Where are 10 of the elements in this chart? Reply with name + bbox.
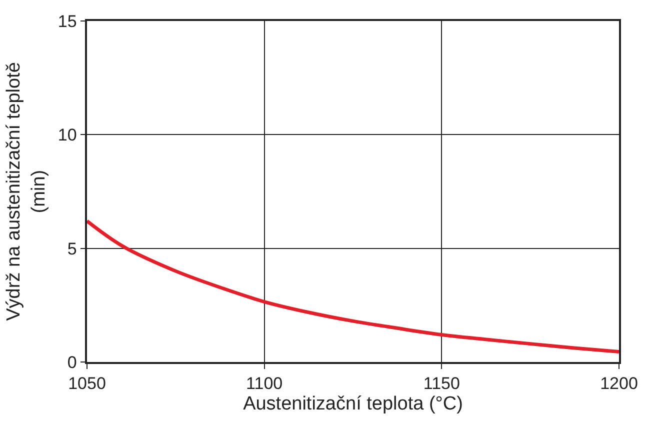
y-tick-label: 10 — [58, 126, 77, 145]
y-tick-label: 5 — [67, 239, 77, 258]
y-axis-title: Výdrž na austenitizační teplotě (min) — [4, 62, 50, 321]
y-tick-label: 15 — [58, 12, 77, 31]
y-tick-label: 0 — [67, 352, 77, 372]
x-tick-label: 1200 — [600, 374, 638, 394]
x-tick-label: 1050 — [68, 374, 106, 394]
x-axis-title: Austenitizační teplota (°C) — [243, 393, 463, 414]
x-tick-label: 1150 — [423, 374, 460, 394]
x-tick-label: 1100 — [246, 374, 283, 394]
